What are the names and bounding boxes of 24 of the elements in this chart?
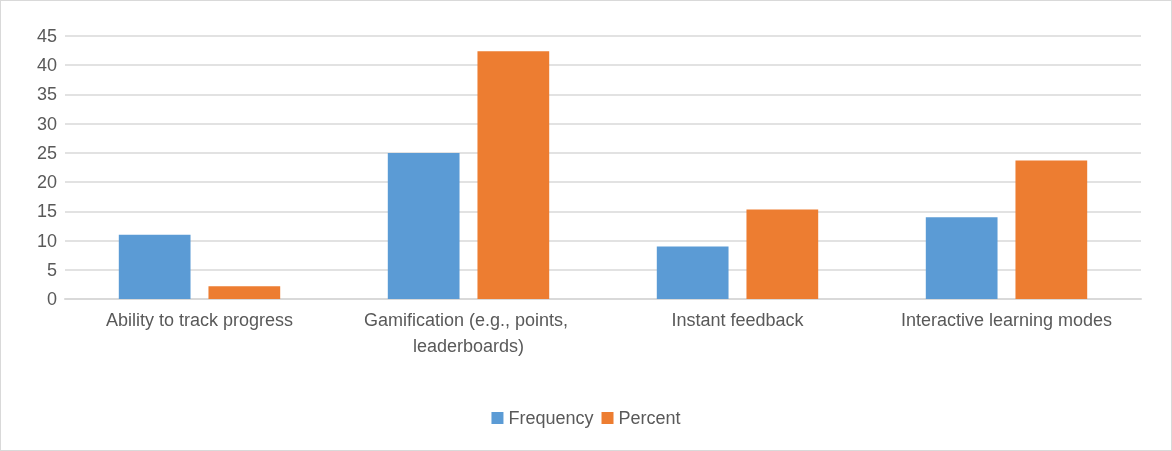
bar: [656, 246, 729, 299]
bar: [1015, 160, 1088, 299]
x-tick-label: Instant feedback: [671, 310, 805, 330]
y-tick-label: 25: [36, 142, 57, 163]
y-tick-label: 40: [36, 55, 57, 76]
x-tick-label: Ability to track progress: [105, 310, 294, 330]
bar: [118, 234, 191, 299]
bar: [387, 152, 460, 299]
bar: [208, 286, 281, 299]
y-tick-label: 0: [46, 289, 57, 309]
x-tick-label: Gamification (e.g., points, leaderboards): [363, 310, 574, 356]
legend-label: Percent: [618, 408, 681, 428]
y-tick-label: 10: [36, 230, 57, 251]
x-tick-label: Interactive learning modes: [900, 310, 1113, 330]
y-tick-label: 45: [36, 26, 57, 46]
y-tick-label: 30: [36, 113, 57, 134]
y-tick-label: 20: [36, 172, 57, 193]
bar: [477, 51, 550, 299]
legend-label: Frequency: [508, 408, 594, 428]
y-tick-label: 15: [36, 201, 57, 222]
bar: [925, 217, 998, 299]
y-tick-label: 5: [46, 259, 57, 280]
bar: [746, 209, 819, 299]
y-tick-label: 35: [36, 84, 57, 105]
